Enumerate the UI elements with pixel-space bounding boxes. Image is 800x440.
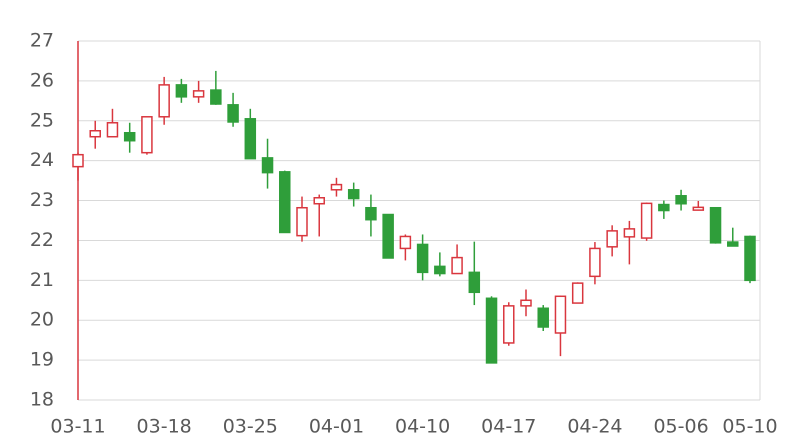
- y-tick-label: 23: [30, 189, 54, 211]
- candle-body: [158, 84, 170, 118]
- candle-body: [503, 305, 515, 344]
- candle-body: [279, 171, 291, 234]
- y-tick-label: 27: [30, 30, 54, 52]
- candle-body: [537, 307, 549, 328]
- x-tick-label: 03-18: [137, 416, 192, 438]
- candle-body: [106, 122, 119, 138]
- candle-body: [210, 89, 222, 105]
- candle-body: [365, 206, 377, 221]
- candle-body: [692, 206, 705, 211]
- candle-body: [244, 118, 257, 160]
- y-tick-label: 22: [30, 229, 54, 251]
- y-tick-label: 25: [30, 109, 54, 131]
- candle-body: [451, 256, 463, 275]
- candle-body: [434, 265, 446, 275]
- y-tick-label: 26: [30, 69, 54, 91]
- x-tick-label: 04-01: [309, 416, 364, 438]
- x-tick-label: 04-10: [395, 416, 450, 438]
- candle-body: [589, 247, 601, 278]
- x-tick-label: 04-24: [567, 416, 622, 438]
- y-tick-label: 18: [30, 389, 54, 411]
- candle-body: [123, 131, 136, 142]
- candle-body: [296, 206, 308, 237]
- candle-body: [141, 116, 153, 154]
- x-tick-label: 03-11: [50, 416, 105, 438]
- candle-body: [571, 282, 584, 304]
- candle-body: [640, 202, 653, 239]
- candle-body: [675, 195, 687, 205]
- y-tick-label: 19: [30, 349, 54, 371]
- candle-body: [330, 183, 343, 191]
- candle-body: [468, 271, 481, 294]
- candle-body: [382, 213, 394, 259]
- x-tick-label: 05-06: [653, 416, 708, 438]
- candle-body: [72, 153, 84, 168]
- candle-body: [554, 295, 567, 334]
- candle-body: [606, 230, 618, 248]
- candle-body: [313, 197, 325, 205]
- candle-body: [416, 243, 429, 274]
- candle-body: [175, 84, 188, 98]
- candle-body: [744, 235, 756, 282]
- x-tick-label: 03-25: [223, 416, 278, 438]
- candle-body: [520, 299, 532, 307]
- candle-body: [192, 90, 205, 98]
- x-tick-label: 05-10: [722, 416, 777, 438]
- candle-body: [347, 189, 360, 200]
- y-tick-label: 24: [30, 149, 54, 171]
- candle-body: [485, 297, 498, 364]
- candle-body: [261, 157, 274, 174]
- candle-body: [227, 104, 239, 123]
- candle-body: [623, 228, 636, 238]
- candle-body: [709, 206, 722, 244]
- candle-body: [89, 130, 101, 138]
- y-tick-label: 20: [30, 309, 54, 331]
- x-tick-label: 04-17: [481, 416, 536, 438]
- candle-body: [727, 241, 739, 247]
- y-tick-label: 21: [30, 269, 54, 291]
- candle-body: [399, 235, 412, 250]
- candle-body: [658, 203, 670, 212]
